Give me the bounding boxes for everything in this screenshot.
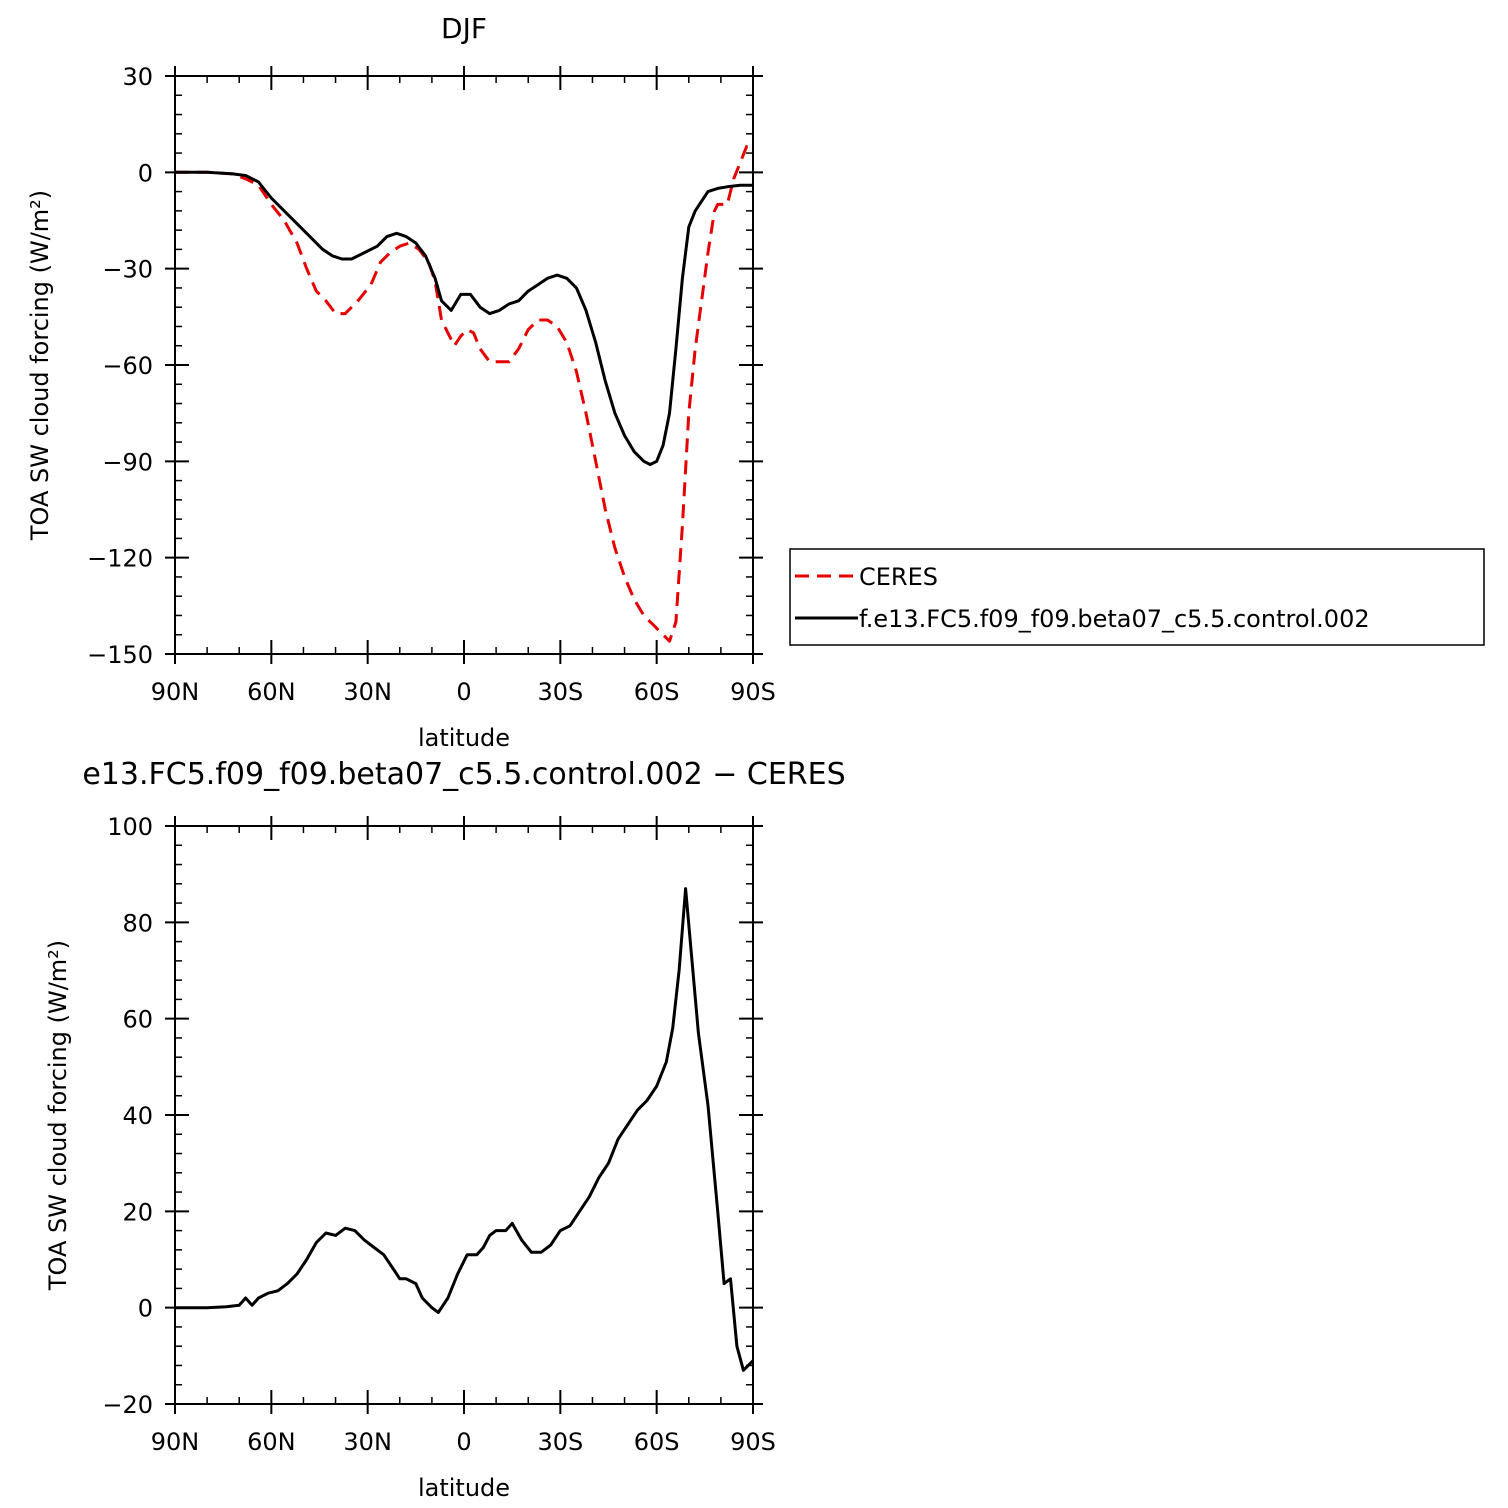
y-tick-label: 0: [138, 1295, 153, 1323]
y-axis-label: TOA SW cloud forcing (W/m²): [44, 940, 72, 1291]
y-tick-label: −20: [102, 1391, 153, 1419]
x-tick-label: 90N: [151, 1428, 200, 1456]
x-tick-label: 60N: [247, 1428, 296, 1456]
y-tick-label: 40: [122, 1102, 153, 1130]
series-line-model: [175, 170, 753, 466]
x-tick-label: 0: [456, 1428, 471, 1456]
series-line-model: [175, 887, 755, 1372]
legend-label: f.e13.FC5.f09_f09.beta07_c5.5.control.00…: [859, 605, 1370, 633]
series-line-ceres: [175, 145, 754, 643]
plot-frame: [174, 825, 754, 1405]
y-tick-label: −120: [87, 545, 153, 573]
y-tick-label: −90: [102, 448, 153, 476]
x-tick-label: 90S: [730, 1428, 776, 1456]
chart-title: DJF: [441, 12, 487, 45]
x-tick-label: 30N: [343, 678, 392, 706]
y-tick-label: 0: [138, 159, 153, 187]
chart-title: e13.FC5.f09_f09.beta07_c5.5.control.002 …: [82, 757, 845, 792]
y-tick-label: 30: [122, 63, 153, 91]
legend-label: CERES: [859, 563, 938, 591]
x-axis-label: latitude: [418, 724, 510, 752]
x-tick-label: 90S: [730, 678, 776, 706]
x-tick-label: 60S: [634, 678, 680, 706]
x-tick-label: 90N: [151, 678, 200, 706]
x-axis-label: latitude: [418, 1474, 510, 1502]
x-tick-label: 60N: [247, 678, 296, 706]
x-tick-label: 30S: [537, 678, 583, 706]
y-axis-label: TOA SW cloud forcing (W/m²): [26, 190, 54, 541]
legend-box: [789, 548, 1485, 646]
y-tick-label: −150: [87, 641, 153, 669]
y-tick-label: −30: [102, 256, 153, 284]
x-tick-label: 30N: [343, 1428, 392, 1456]
y-tick-label: 20: [122, 1198, 153, 1226]
y-tick-label: −60: [102, 352, 153, 380]
x-tick-label: 60S: [634, 1428, 680, 1456]
y-tick-label: 60: [122, 1006, 153, 1034]
x-tick-label: 0: [456, 678, 471, 706]
x-tick-label: 30S: [537, 1428, 583, 1456]
y-tick-label: 80: [122, 909, 153, 937]
y-tick-label: 100: [107, 813, 153, 841]
plot-frame: [174, 75, 754, 655]
